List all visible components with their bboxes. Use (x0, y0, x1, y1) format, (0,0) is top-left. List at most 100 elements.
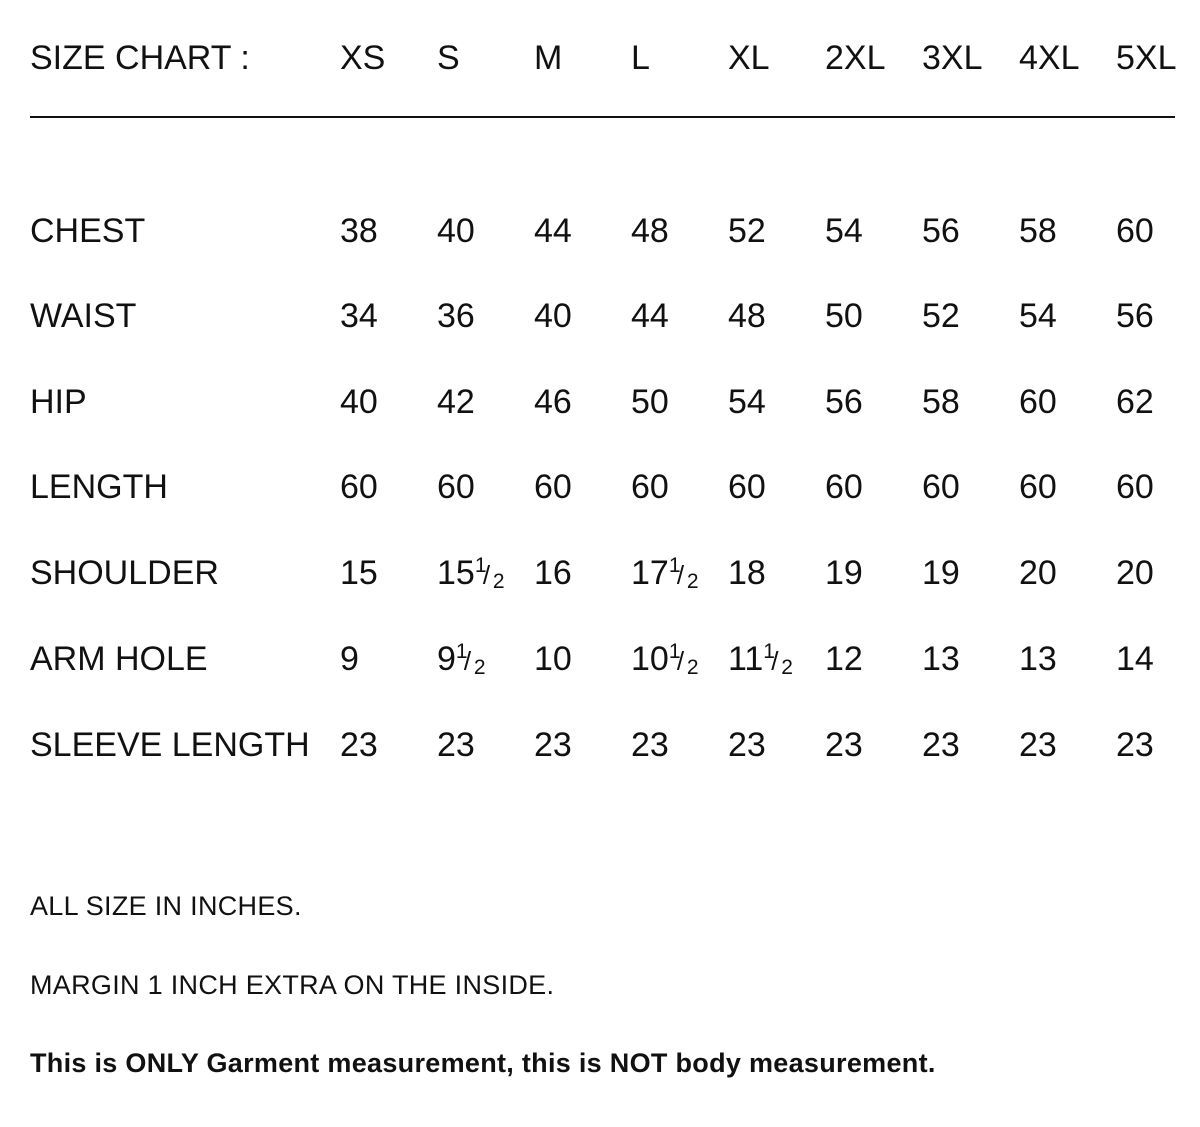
table-cell: 52 (922, 296, 960, 336)
table-cell: 54 (728, 382, 766, 422)
table-cell: 44 (534, 211, 572, 251)
table-cell: 23 (340, 725, 378, 765)
units-note: ALL SIZE IN INCHES. (30, 891, 302, 921)
cell-whole: 60 (340, 468, 378, 506)
table-cell: 60 (825, 467, 863, 507)
cell-whole: 19 (825, 554, 863, 592)
table-cell: 23 (728, 725, 766, 765)
fraction-slash: / (676, 560, 685, 590)
table-cell: 18 (728, 553, 766, 593)
table-cell: 42 (437, 382, 475, 422)
size-header: 4XL (1019, 39, 1080, 77)
table-cell: 54 (825, 211, 863, 251)
cell-whole: 60 (631, 468, 669, 506)
table-cell: 60 (1116, 211, 1154, 251)
cell-whole: 36 (437, 297, 475, 335)
cell-whole: 13 (922, 640, 960, 678)
size-header: M (534, 39, 563, 77)
table-cell: 15 (340, 553, 378, 593)
table-cell: 60 (922, 467, 960, 507)
disclaimer-note: This is ONLY Garment measurement, this i… (30, 1048, 936, 1078)
table-cell: 48 (631, 211, 669, 251)
table-cell: 58 (1019, 211, 1057, 251)
row-label: CHEST (30, 212, 146, 250)
fraction-denominator: 2 (473, 656, 486, 679)
table-cell: 10 (534, 639, 572, 679)
table-cell: 60 (631, 467, 669, 507)
cell-whole: 58 (1019, 212, 1057, 250)
table-cell: 13 (1019, 639, 1057, 679)
table-cell: 44 (631, 296, 669, 336)
row-label: SHOULDER (30, 554, 219, 592)
table-cell: 17 1/2 (631, 553, 699, 593)
cell-whole: 42 (437, 383, 475, 421)
cell-whole: 23 (631, 726, 669, 764)
table-cell: 23 (825, 725, 863, 765)
cell-whole: 40 (437, 212, 475, 250)
cell-whole: 56 (1116, 297, 1154, 335)
cell-whole: 60 (922, 468, 960, 506)
table-cell: 23 (437, 725, 475, 765)
table-cell: 60 (1116, 467, 1154, 507)
row-label: HIP (30, 383, 87, 421)
cell-whole: 23 (728, 726, 766, 764)
cell-whole: 9 (437, 640, 456, 678)
size-header: 3XL (922, 39, 983, 77)
cell-whole: 62 (1116, 383, 1154, 421)
size-header: 5XL (1116, 39, 1177, 77)
table-cell: 12 (825, 639, 863, 679)
table-cell: 46 (534, 382, 572, 422)
cell-whole: 23 (340, 726, 378, 764)
size-header: XS (340, 39, 386, 77)
cell-whole: 23 (437, 726, 475, 764)
fraction: 1/2 (475, 553, 505, 593)
cell-whole: 11 (728, 640, 764, 678)
table-cell: 20 (1019, 553, 1057, 593)
table-cell: 48 (728, 296, 766, 336)
table-cell: 60 (437, 467, 475, 507)
table-cell: 20 (1116, 553, 1154, 593)
cell-whole: 48 (728, 297, 766, 335)
cell-whole: 46 (534, 383, 572, 421)
table-cell: 50 (631, 382, 669, 422)
cell-whole: 12 (825, 640, 863, 678)
cell-whole: 15 (340, 554, 378, 592)
table-cell: 52 (728, 211, 766, 251)
cell-whole: 58 (922, 383, 960, 421)
cell-whole: 54 (825, 212, 863, 250)
table-cell: 38 (340, 211, 378, 251)
table-cell: 19 (922, 553, 960, 593)
fraction-denominator: 2 (781, 656, 793, 679)
table-cell: 54 (1019, 296, 1057, 336)
cell-whole: 15 (437, 554, 475, 592)
table-cell: 40 (437, 211, 475, 251)
cell-whole: 9 (340, 640, 359, 678)
table-cell: 13 (922, 639, 960, 679)
fraction-numerator: 1 (763, 640, 775, 663)
cell-whole: 20 (1019, 554, 1057, 592)
fraction-denominator: 2 (686, 570, 699, 593)
table-cell: 60 (534, 467, 572, 507)
fraction: 1/2 (456, 639, 486, 679)
size-header: 2XL (825, 39, 886, 77)
table-cell: 40 (534, 296, 572, 336)
table-cell: 50 (825, 296, 863, 336)
table-cell: 19 (825, 553, 863, 593)
table-cell: 56 (1116, 296, 1154, 336)
cell-whole: 23 (1019, 726, 1057, 764)
fraction: 1/2 (669, 639, 699, 679)
cell-whole: 40 (340, 383, 378, 421)
fraction-slash: / (463, 646, 472, 676)
cell-whole: 50 (631, 383, 669, 421)
fraction-numerator: 1 (474, 554, 487, 577)
cell-whole: 34 (340, 297, 378, 335)
table-cell: 60 (340, 467, 378, 507)
cell-whole: 40 (534, 297, 572, 335)
table-cell: 40 (340, 382, 378, 422)
cell-whole: 56 (825, 383, 863, 421)
fraction-denominator: 2 (492, 570, 505, 593)
cell-whole: 18 (728, 554, 766, 592)
cell-whole: 14 (1116, 640, 1154, 678)
cell-whole: 54 (1019, 297, 1057, 335)
header-divider (30, 116, 1175, 118)
